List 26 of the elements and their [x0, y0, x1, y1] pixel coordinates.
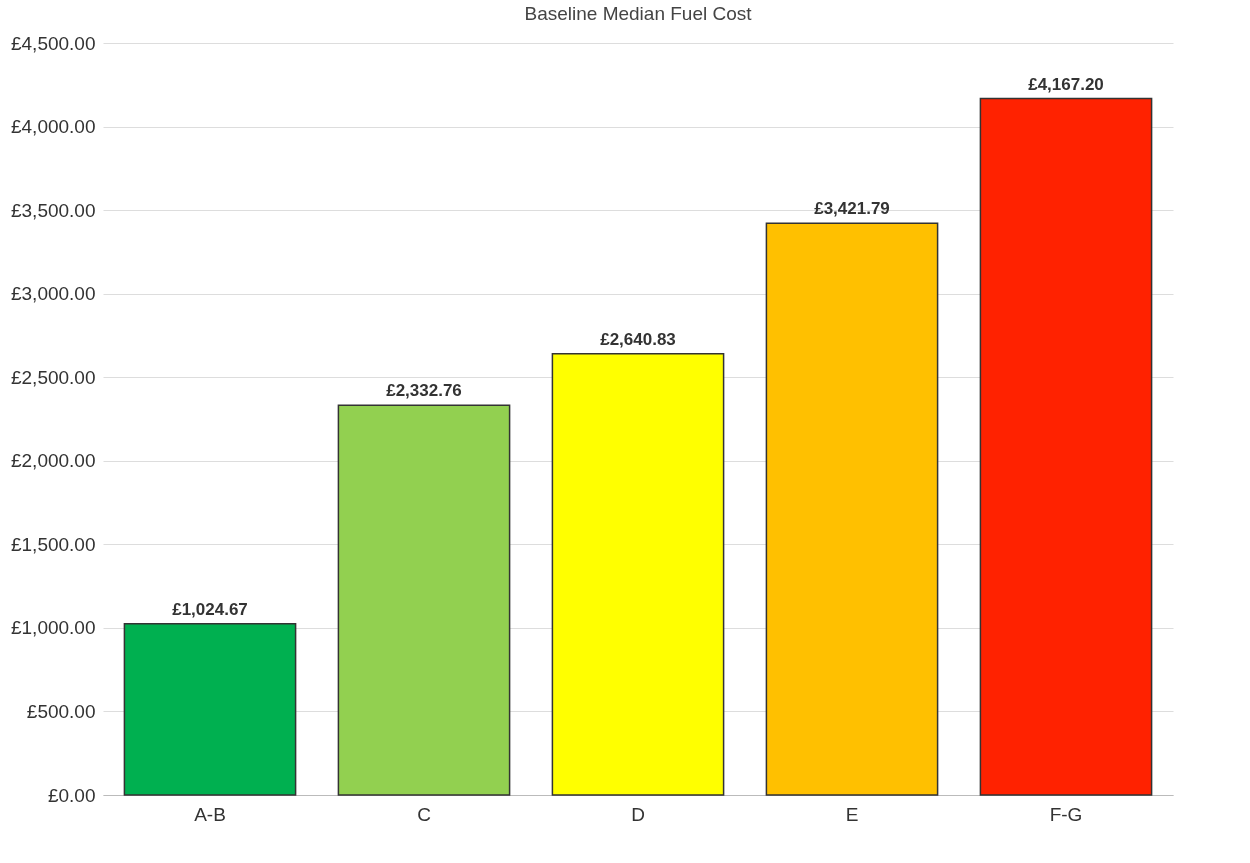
bar [123, 623, 297, 796]
bar [337, 404, 511, 796]
data-label: £4,167.20 [1028, 74, 1104, 94]
data-label: £2,640.83 [600, 329, 676, 349]
x-tick-label: E [845, 803, 859, 825]
x-tick-label: C [417, 803, 431, 825]
y-tick-label: £4,000.00 [10, 116, 96, 138]
y-tick-label: £2,500.00 [10, 366, 96, 388]
y-tick-label: £1,000.00 [10, 617, 96, 639]
data-label: £1,024.67 [172, 599, 248, 619]
data-label: £2,332.76 [386, 381, 462, 401]
y-tick-label: £3,000.00 [10, 283, 96, 305]
y-tick-label: £1,500.00 [10, 533, 96, 555]
y-tick-label: £3,500.00 [10, 199, 96, 221]
bar [551, 352, 725, 796]
chart-title: Baseline Median Fuel Cost [524, 3, 753, 24]
bar [765, 222, 939, 796]
x-tick-label: F-G [1049, 803, 1083, 825]
bar [979, 97, 1153, 796]
y-tick-label: £500.00 [26, 700, 96, 722]
y-tick-label: £2,000.00 [10, 450, 96, 472]
y-tick-label: £4,500.00 [10, 32, 96, 54]
y-tick-label: £0.00 [47, 784, 96, 806]
data-label: £3,421.79 [814, 199, 890, 219]
x-tick-label: A-B [194, 803, 226, 825]
x-tick-label: D [631, 803, 645, 825]
